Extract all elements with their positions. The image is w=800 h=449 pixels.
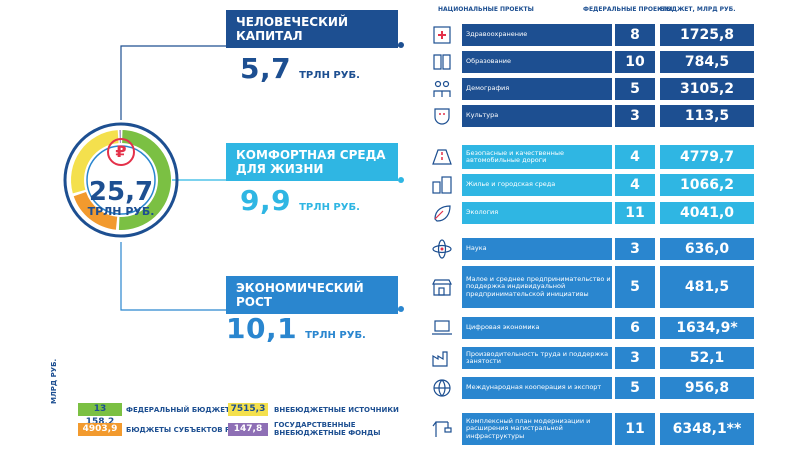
- federal-projects-count: 6: [615, 317, 655, 339]
- federal-projects-count: 5: [615, 377, 655, 399]
- project-name: Образование: [462, 51, 612, 73]
- project-budget: 4041,0: [660, 202, 754, 224]
- federal-projects-count: 3: [615, 105, 655, 127]
- project-budget: 4779,7: [660, 145, 754, 169]
- category-unit: ТРЛН РУБ.: [305, 330, 366, 341]
- connector-dot: [398, 42, 404, 48]
- total-unit: ТРЛН РУБ.: [87, 205, 155, 218]
- project-name: Цифровая экономика: [462, 317, 612, 339]
- federal-projects-count: 4: [615, 145, 655, 169]
- category-value-comfort-environment: 9,9 ТРЛН РУБ.: [240, 184, 360, 217]
- globe-icon: [430, 377, 454, 399]
- laptop-icon: [430, 317, 454, 339]
- rouble-icon: ₽: [107, 138, 135, 166]
- factory-icon: [430, 347, 454, 369]
- category-value-human-capital: 5,7 ТРЛН РУБ.: [240, 52, 360, 85]
- project-budget: 52,1: [660, 347, 754, 369]
- theater-icon: [430, 105, 454, 127]
- legend-label-regions: БЮДЖЕТЫ СУБЪЕКТОВ РФ: [126, 426, 238, 434]
- family-icon: [430, 78, 454, 100]
- header-budget: БЮДЖЕТ, МЛРД РУБ.: [660, 6, 736, 13]
- project-name: Экология: [462, 202, 612, 224]
- legend-value-federal: 13 158,2: [78, 403, 122, 427]
- federal-projects-count: 4: [615, 174, 655, 196]
- project-budget: 1634,9*: [660, 317, 754, 339]
- project-name: Наука: [462, 238, 612, 260]
- legend-label-federal: ФЕДЕРАЛЬНЫЙ БЮДЖЕТ: [126, 406, 230, 414]
- medical-cross-icon: [430, 24, 454, 46]
- project-name: Международная кооперация и экспорт: [462, 377, 612, 399]
- total-ring: [63, 122, 179, 238]
- federal-projects-count: 5: [615, 266, 655, 308]
- project-budget: 784,5: [660, 51, 754, 73]
- buildings-icon: [430, 174, 454, 196]
- federal-projects-count: 8: [615, 24, 655, 46]
- federal-projects-count: 10: [615, 51, 655, 73]
- project-budget: 1725,8: [660, 24, 754, 46]
- legend-unit: МЛРД РУБ.: [50, 358, 58, 404]
- project-budget: 113,5: [660, 105, 754, 127]
- category-header-comfort-environment: КОМФОРТНАЯ СРЕДА ДЛЯ ЖИЗНИ: [226, 143, 398, 181]
- outer-ring: [63, 122, 179, 238]
- project-name: Здравоохранение: [462, 24, 612, 46]
- crane-icon: [430, 418, 454, 440]
- ring-segment-0: [118, 130, 171, 230]
- shop-icon: [430, 276, 454, 298]
- federal-projects-count: 11: [615, 413, 655, 445]
- project-name: Малое и среднее предпринимательство и по…: [462, 266, 612, 308]
- atom-icon: [430, 238, 454, 260]
- category-value-economic-growth: 10,1 ТРЛН РУБ.: [226, 312, 366, 345]
- project-name: Жилье и городская среда: [462, 174, 612, 196]
- header-federal-projects: ФЕДЕРАЛЬНЫЕ ПРОЕКТЫ: [583, 6, 673, 13]
- legend-value-regions: 4903,9: [78, 423, 122, 436]
- federal-projects-count: 11: [615, 202, 655, 224]
- book-icon: [430, 51, 454, 73]
- project-name: Безопасные и качественные автомобильные …: [462, 145, 612, 169]
- ring-segment-2: [71, 130, 119, 194]
- project-budget: 636,0: [660, 238, 754, 260]
- project-budget: 3105,2: [660, 78, 754, 100]
- total-label: 25,7 ТРЛН РУБ.: [76, 178, 166, 218]
- total-value: 25,7: [88, 177, 154, 207]
- header-national-projects: НАЦИОНАЛЬНЫЕ ПРОЕКТЫ: [438, 6, 534, 13]
- project-budget: 481,5: [660, 266, 754, 308]
- project-budget: 1066,2: [660, 174, 754, 196]
- legend-value-extrabudget: 7515,3: [228, 403, 268, 416]
- category-header-human-capital: ЧЕЛОВЕЧЕСКИЙ КАПИТАЛ: [226, 10, 398, 48]
- connector-dot: [398, 177, 404, 183]
- federal-projects-count: 3: [615, 238, 655, 260]
- category-value: 5,7: [240, 52, 292, 85]
- federal-projects-count: 3: [615, 347, 655, 369]
- project-budget: 6348,1**: [660, 413, 754, 445]
- category-value: 10,1: [226, 312, 298, 345]
- project-name: Культура: [462, 105, 612, 127]
- category-unit: ТРЛН РУБ.: [299, 202, 360, 213]
- federal-projects-count: 5: [615, 78, 655, 100]
- ring-segment-1: [73, 192, 118, 230]
- project-budget: 956,8: [660, 377, 754, 399]
- category-header-economic-growth: ЭКОНОМИЧЕСКИЙ РОСТ: [226, 276, 398, 314]
- project-name: Производительность труда и поддержка зан…: [462, 347, 612, 369]
- category-unit: ТРЛН РУБ.: [299, 70, 360, 81]
- road-icon: [430, 146, 454, 168]
- legend-label-extrabudget: ВНЕБЮДЖЕТНЫЕ ИСТОЧНИКИ: [274, 406, 399, 414]
- legend-value-state-funds: 147,8: [228, 423, 268, 436]
- project-name: Комплексный план модернизации и расширен…: [462, 413, 612, 445]
- legend-label-state-funds: ГОСУДАРСТВЕННЫЕ ВНЕБЮДЖЕТНЫЕ ФОНДЫ: [274, 421, 381, 437]
- project-name: Демография: [462, 78, 612, 100]
- connector-dot: [398, 306, 404, 312]
- category-value: 9,9: [240, 184, 292, 217]
- leaf-icon: [430, 202, 454, 224]
